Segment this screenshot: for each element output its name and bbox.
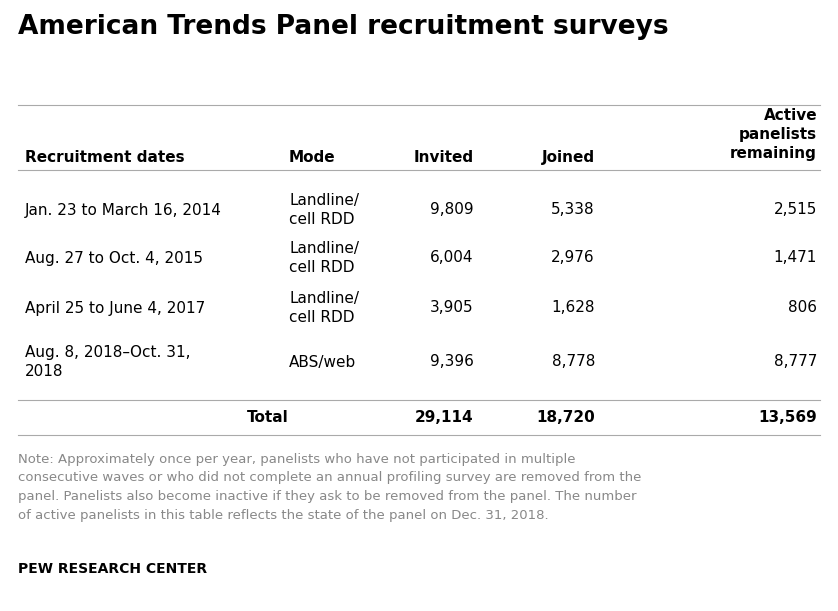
Text: 3,905: 3,905 — [430, 301, 473, 315]
Text: Landline/
cell RDD: Landline/ cell RDD — [289, 193, 360, 227]
Text: Joined: Joined — [542, 150, 595, 165]
Text: 806: 806 — [788, 301, 817, 315]
Text: Mode: Mode — [289, 150, 336, 165]
Text: Recruitment dates: Recruitment dates — [25, 150, 184, 165]
Text: Aug. 27 to Oct. 4, 2015: Aug. 27 to Oct. 4, 2015 — [25, 251, 203, 266]
Text: Total: Total — [247, 411, 289, 425]
Text: ABS/web: ABS/web — [289, 354, 356, 370]
Text: 8,777: 8,777 — [773, 354, 817, 370]
Text: Landline/
cell RDD: Landline/ cell RDD — [289, 291, 360, 325]
Text: 9,396: 9,396 — [430, 354, 473, 370]
Text: Landline/
cell RDD: Landline/ cell RDD — [289, 241, 360, 275]
Text: April 25 to June 4, 2017: April 25 to June 4, 2017 — [25, 301, 205, 315]
Text: 1,628: 1,628 — [551, 301, 595, 315]
Text: Jan. 23 to March 16, 2014: Jan. 23 to March 16, 2014 — [25, 202, 222, 218]
Text: 29,114: 29,114 — [415, 411, 473, 425]
Text: 1,471: 1,471 — [773, 251, 817, 266]
Text: Note: Approximately once per year, panelists who have not participated in multip: Note: Approximately once per year, panel… — [18, 453, 641, 522]
Text: 5,338: 5,338 — [551, 202, 595, 218]
Text: 18,720: 18,720 — [536, 411, 595, 425]
Text: 8,778: 8,778 — [551, 354, 595, 370]
Text: Aug. 8, 2018–Oct. 31,
2018: Aug. 8, 2018–Oct. 31, 2018 — [25, 345, 190, 379]
Text: 13,569: 13,569 — [758, 411, 817, 425]
Text: American Trends Panel recruitment surveys: American Trends Panel recruitment survey… — [18, 14, 669, 40]
Text: Active
panelists
remaining: Active panelists remaining — [730, 108, 817, 161]
Text: PEW RESEARCH CENTER: PEW RESEARCH CENTER — [18, 562, 207, 576]
Text: 2,976: 2,976 — [551, 251, 595, 266]
Text: 6,004: 6,004 — [430, 251, 473, 266]
Text: 2,515: 2,515 — [773, 202, 817, 218]
Text: 9,809: 9,809 — [430, 202, 473, 218]
Text: Invited: Invited — [413, 150, 473, 165]
